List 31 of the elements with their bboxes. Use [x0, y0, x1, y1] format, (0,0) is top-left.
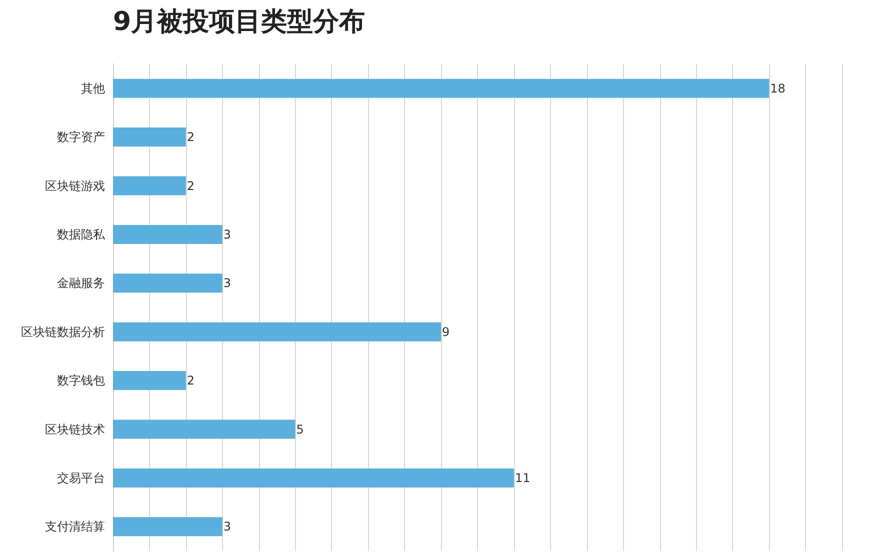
- data-label: 3: [223, 276, 231, 290]
- chart-title: 9月被投项目类型分布: [113, 7, 366, 37]
- data-label: 3: [223, 520, 231, 534]
- bar: [113, 224, 222, 244]
- bar: [113, 78, 770, 98]
- y-tick-label: 数据隐私: [57, 227, 106, 242]
- y-tick-label: 区块链游戏: [45, 178, 105, 193]
- y-tick-label: 区块链数据分析: [21, 324, 105, 339]
- data-label: 18: [770, 81, 786, 96]
- bar: [113, 420, 296, 439]
- bar: [113, 128, 186, 147]
- y-tick-label: 其他: [81, 81, 105, 96]
- data-label: 11: [514, 470, 530, 485]
- bar: [113, 468, 514, 488]
- y-tick-label: 区块链技术: [45, 422, 105, 436]
- data-label: 2: [186, 374, 195, 388]
- bar: [113, 322, 442, 342]
- data-label: 2: [186, 178, 195, 193]
- y-tick-label: 数字钱包: [57, 374, 105, 388]
- data-label: 5: [296, 422, 304, 436]
- data-label: 2: [186, 130, 195, 144]
- bar: [113, 176, 186, 196]
- bar: [113, 274, 222, 293]
- bar: [113, 371, 186, 390]
- data-label: 9: [442, 324, 450, 339]
- y-tick-label: 支付清结算: [45, 520, 105, 534]
- y-tick-label: 交易平台: [57, 470, 105, 485]
- data-label: 3: [223, 227, 231, 242]
- bar: [113, 517, 222, 536]
- y-tick-label: 数字资产: [57, 130, 105, 144]
- y-tick-label: 金融服务: [57, 276, 105, 290]
